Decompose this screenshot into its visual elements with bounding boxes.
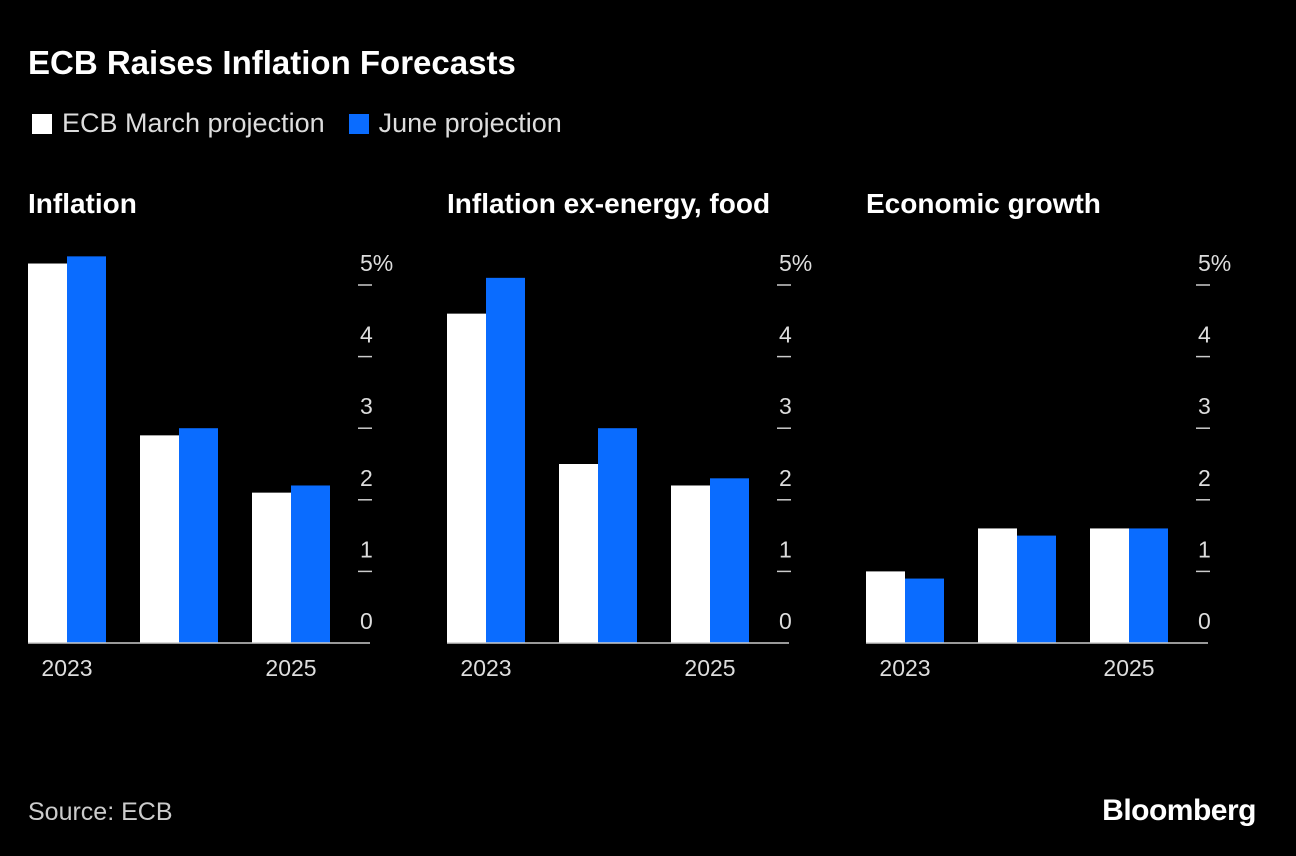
y-tick-label: 1 [1198, 536, 1211, 562]
panel-title: Inflation [28, 188, 137, 219]
bar-2023-june [905, 578, 944, 643]
bar-2025-june [291, 485, 330, 643]
y-tick-label: 0 [1198, 608, 1211, 634]
x-tick-label: 2023 [41, 655, 92, 681]
source-note: Source: ECB [28, 798, 173, 826]
y-tick-label: 1 [360, 536, 373, 562]
y-tick-label: 3 [779, 393, 792, 419]
legend-item-march: ECB March projection [32, 108, 325, 139]
bar-2024-march [140, 435, 179, 643]
y-tick-label: 3 [1198, 393, 1211, 419]
bar-2024-june [179, 428, 218, 643]
bar-2025-june [710, 478, 749, 643]
y-tick-label: 4 [360, 322, 373, 348]
legend-swatch-june [348, 113, 369, 134]
y-tick-label: 5% [779, 250, 812, 276]
legend-label: June projection [378, 108, 562, 138]
bar-2024-june [1017, 535, 1056, 643]
panel-title: Inflation ex-energy, food [447, 188, 770, 219]
y-tick-label: 5% [1198, 250, 1231, 276]
x-tick-label: 2023 [460, 655, 511, 681]
y-tick-label: 0 [360, 608, 373, 634]
bar-2023-june [486, 277, 525, 643]
panel-title: Economic growth [866, 188, 1101, 219]
chart-title: ECB Raises Inflation Forecasts [28, 44, 516, 81]
x-tick-label: 2025 [684, 655, 735, 681]
bar-2023-march [28, 263, 67, 643]
y-tick-label: 4 [779, 322, 792, 348]
legend: ECB March projection June projection [32, 108, 562, 139]
y-tick-label: 2 [1198, 465, 1211, 491]
y-tick-label: 3 [360, 393, 373, 419]
bar-2025-march [1090, 528, 1129, 643]
y-tick-label: 2 [779, 465, 792, 491]
bar-2025-march [252, 492, 291, 643]
bar-2023-march [447, 313, 486, 643]
legend-item-june: June projection [348, 108, 562, 139]
y-tick-label: 0 [779, 608, 792, 634]
bar-2024-june [598, 428, 637, 643]
bar-2023-march [866, 571, 905, 643]
legend-label: ECB March projection [62, 108, 325, 138]
bar-2023-june [67, 256, 106, 643]
x-tick-label: 2025 [1103, 655, 1154, 681]
bar-2024-march [559, 464, 598, 643]
bloomberg-logo: Bloomberg [1102, 794, 1256, 827]
x-tick-label: 2025 [265, 655, 316, 681]
bar-2025-march [671, 485, 710, 643]
y-tick-label: 5% [360, 250, 393, 276]
bar-2024-march [978, 528, 1017, 643]
y-tick-label: 1 [779, 536, 792, 562]
legend-swatch-march [32, 113, 52, 134]
bar-2025-june [1129, 528, 1168, 643]
x-tick-label: 2023 [879, 655, 930, 681]
y-tick-label: 4 [1198, 322, 1211, 348]
y-tick-label: 2 [360, 465, 373, 491]
